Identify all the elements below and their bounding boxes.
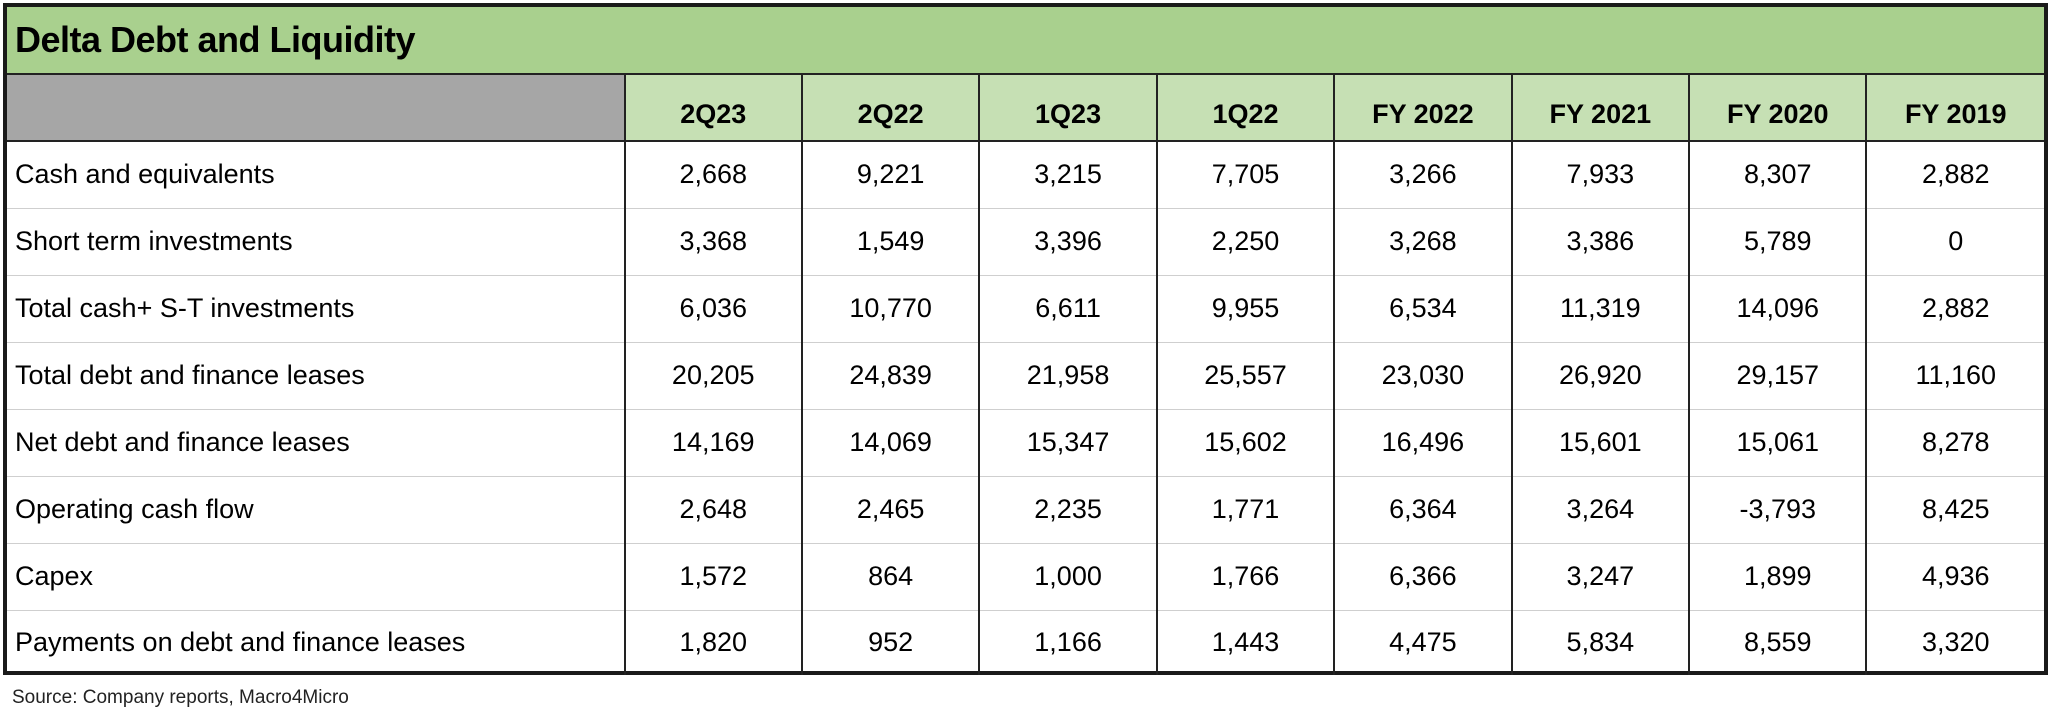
table-cell: 29,157 (1689, 342, 1868, 410)
table-cell: 6,036 (624, 275, 803, 343)
table-row: Capex 1,572 864 1,000 1,766 6,366 3,247 1,899 4,… (7, 543, 2044, 611)
table-cell: -3,793 (1689, 476, 1868, 544)
row-label: Cash and equivalents (7, 141, 626, 209)
table-cell: 9,955 (1156, 275, 1336, 343)
row-label: Capex (7, 543, 626, 611)
table-cell: 25,557 (1156, 342, 1336, 410)
table-cell: 1,766 (1156, 543, 1336, 611)
table-row: Payments on debt and finance leases 1,820… (7, 610, 2044, 675)
table-row: Total debt and finance leases 20,205 24,83… (7, 342, 2044, 410)
table-cell: 9,221 (801, 141, 981, 209)
table-cell: 1,166 (979, 610, 1158, 675)
column-header: FY 2020 (1689, 75, 1868, 142)
table-body: Cash and equivalents 2,668 9,221 3,215 7,705… (7, 141, 2044, 675)
table-cell: 7,705 (1156, 141, 1336, 209)
table-cell: 1,000 (979, 543, 1158, 611)
column-header: FY 2022 (1334, 75, 1513, 142)
row-label: Net debt and finance leases (7, 409, 626, 477)
table-cell: 864 (801, 543, 981, 611)
table-cell: 3,386 (1511, 208, 1691, 276)
table-cell: 952 (801, 610, 981, 675)
table-cell: 1,443 (1156, 610, 1336, 675)
table-cell: 15,601 (1511, 409, 1691, 477)
table-cell: 5,789 (1689, 208, 1868, 276)
row-label: Total cash+ S-T investments (7, 275, 626, 343)
table-cell: 8,425 (1866, 476, 2044, 544)
row-label: Short term investments (7, 208, 626, 276)
table-cell: 2,882 (1866, 275, 2044, 343)
table-cell: 14,169 (624, 409, 803, 477)
table-cell: 23,030 (1334, 342, 1513, 410)
column-header: 2Q23 (624, 75, 803, 142)
row-label: Operating cash flow (7, 476, 626, 544)
table-cell: 1,549 (801, 208, 981, 276)
debt-liquidity-table-frame: Delta Debt and Liquidity 2Q23 2Q22 1Q23 … (3, 3, 2048, 675)
column-header: 2Q22 (801, 75, 981, 142)
table-cell: 7,933 (1511, 141, 1691, 209)
table-cell: 3,368 (624, 208, 803, 276)
table-cell: 11,160 (1866, 342, 2044, 410)
corner-cell (7, 75, 626, 142)
header-row: 2Q23 2Q22 1Q23 1Q22 FY 2022 FY 2021 FY 2… (7, 75, 2044, 142)
table-cell: 15,347 (979, 409, 1158, 477)
table-cell: 2,882 (1866, 141, 2044, 209)
table-cell: 15,602 (1156, 409, 1336, 477)
table-cell: 26,920 (1511, 342, 1691, 410)
table-cell: 2,235 (979, 476, 1158, 544)
table-cell: 6,366 (1334, 543, 1513, 611)
table-cell: 2,668 (624, 141, 803, 209)
table-row: Operating cash flow 2,648 2,465 2,235 1,771 6… (7, 476, 2044, 544)
table-cell: 2,465 (801, 476, 981, 544)
table-cell: 2,648 (624, 476, 803, 544)
column-header: FY 2021 (1511, 75, 1691, 142)
table-cell: 3,266 (1334, 141, 1513, 209)
table-cell: 3,264 (1511, 476, 1691, 544)
table-cell: 1,572 (624, 543, 803, 611)
table-cell: 14,096 (1689, 275, 1868, 343)
table-cell: 6,534 (1334, 275, 1513, 343)
column-header: FY 2019 (1866, 75, 2044, 142)
table-cell: 3,215 (979, 141, 1158, 209)
table-row: Total cash+ S-T investments 6,036 10,770 6,… (7, 275, 2044, 343)
table-row: Short term investments 3,368 1,549 3,396 2,2… (7, 208, 2044, 276)
table-cell: 1,820 (624, 610, 803, 675)
table-cell: 4,475 (1334, 610, 1513, 675)
table-cell: 8,559 (1689, 610, 1868, 675)
table-cell: 3,396 (979, 208, 1158, 276)
table-cell: 1,899 (1689, 543, 1868, 611)
table-row: Cash and equivalents 2,668 9,221 3,215 7,705… (7, 141, 2044, 209)
table-cell: 0 (1866, 208, 2044, 276)
table-cell: 20,205 (624, 342, 803, 410)
table-cell: 6,364 (1334, 476, 1513, 544)
table-cell: 3,268 (1334, 208, 1513, 276)
table-cell: 8,307 (1689, 141, 1868, 209)
table-cell: 14,069 (801, 409, 981, 477)
table-cell: 4,936 (1866, 543, 2044, 611)
table-title: Delta Debt and Liquidity (7, 7, 2044, 75)
column-header: 1Q23 (979, 75, 1158, 142)
table-cell: 3,320 (1921, 627, 1990, 658)
table-cell: 1,771 (1156, 476, 1336, 544)
table-cell: 10,770 (801, 275, 981, 343)
table-cell: 21,958 (979, 342, 1158, 410)
row-label: Total debt and finance leases (7, 342, 626, 410)
row-label: Payments on debt and finance leases (7, 610, 626, 675)
table-cell: 8,278 (1866, 409, 2044, 477)
table-cell: 15,061 (1689, 409, 1868, 477)
table-cell: 5,834 (1511, 610, 1691, 675)
table-cell: 3,247 (1511, 543, 1691, 611)
column-header: 1Q22 (1156, 75, 1336, 142)
table-cell: 2,250 (1156, 208, 1336, 276)
data-table: 2Q23 2Q22 1Q23 1Q22 FY 2022 FY 2021 FY 2… (7, 75, 2044, 675)
table-cell: 6,611 (979, 275, 1158, 343)
table-cell: 24,839 (801, 342, 981, 410)
table-row: Net debt and finance leases 14,169 14,069 1… (7, 409, 2044, 477)
table-cell: 16,496 (1334, 409, 1513, 477)
table-cell: 11,319 (1511, 275, 1691, 343)
source-note: Source: Company reports, Macro4Micro (12, 687, 349, 708)
